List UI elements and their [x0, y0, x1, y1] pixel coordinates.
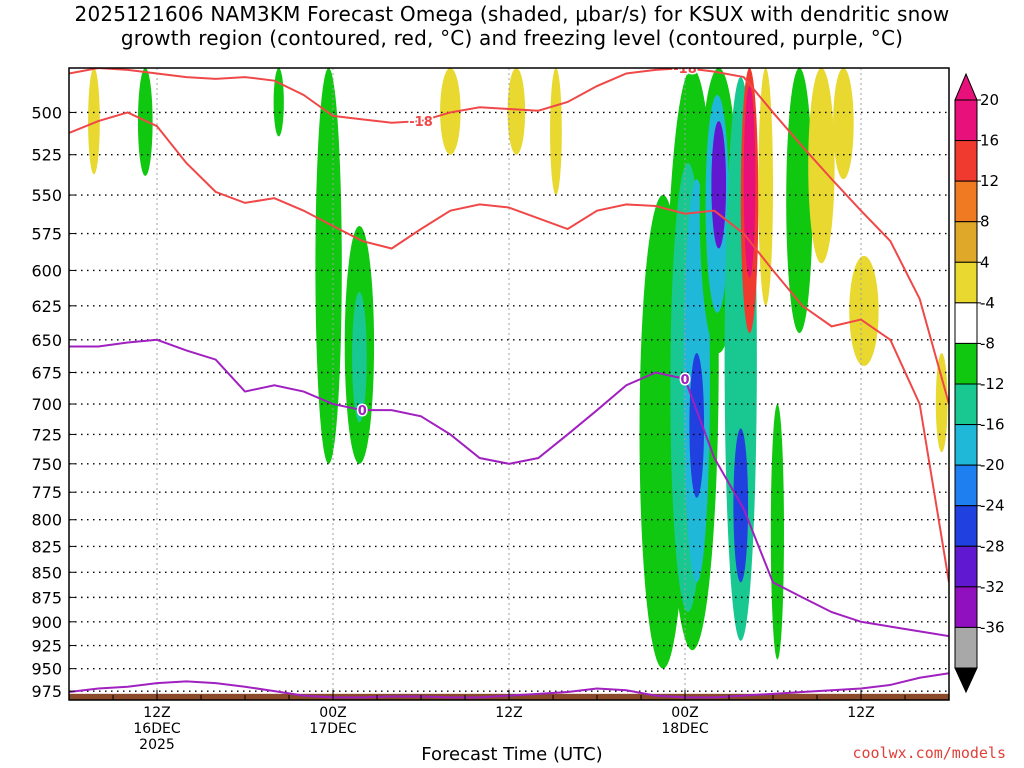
- y-tick-label: 650: [31, 331, 62, 350]
- colorbar-label: -24: [980, 497, 1005, 515]
- y-tick-label: 825: [31, 537, 62, 556]
- colorbar-bin: [954, 180, 978, 223]
- y-tick-label: 850: [31, 563, 62, 582]
- colorbar-bottom-arrow: [954, 667, 978, 694]
- contour-label: -18: [673, 62, 697, 77]
- colorbar-label: -32: [980, 578, 1005, 596]
- omega-area: [808, 68, 835, 264]
- y-tick-label: 575: [31, 225, 62, 244]
- colorbar-label: -12: [980, 375, 1005, 393]
- y-tick-label: 500: [31, 103, 62, 122]
- colorbar-bin: [954, 626, 978, 669]
- y-tick-label: 775: [31, 483, 62, 502]
- y-tick-label: 950: [31, 660, 62, 679]
- omega-area: [833, 68, 854, 180]
- omega-area: [550, 68, 562, 196]
- colorbar-bin: [954, 586, 978, 628]
- colorbar-label: -28: [980, 537, 1005, 555]
- chart-title-line-1: 2025121606 NAM3KM Forecast Omega (shaded…: [74, 2, 950, 26]
- contour-line: [69, 338, 949, 638]
- y-tick-label: 750: [31, 455, 62, 474]
- colorbar-label: 8: [980, 213, 990, 231]
- omega-area: [743, 86, 756, 278]
- colorbar-bin: [954, 464, 978, 507]
- x-tick-label: 00Z: [671, 705, 698, 721]
- colorbar-bin: [954, 302, 978, 344]
- contour-label: 0: [680, 373, 689, 388]
- y-tick-label: 625: [31, 297, 62, 316]
- contour-label: -18: [409, 115, 433, 130]
- y-axis: 500 525 550 575 600 625 650 675 700 725 750 775 800 8…: [31, 103, 75, 701]
- omega-area: [689, 353, 705, 498]
- colorbar-label: 16: [980, 132, 999, 150]
- omega-area: [758, 68, 774, 306]
- x-tick-label: 12Z: [143, 705, 170, 721]
- colorbar-bin: [954, 261, 978, 304]
- colorbar-bin: [954, 545, 978, 588]
- y-tick-label: 875: [31, 588, 62, 607]
- y-tick-label: 925: [31, 637, 62, 656]
- colorbar-bin: [954, 221, 978, 263]
- colorbar-label: -36: [980, 618, 1005, 636]
- colorbar-bin: [954, 342, 978, 385]
- colorbar-label: -20: [980, 456, 1005, 474]
- omega-area: [440, 68, 461, 155]
- omega-area: [849, 255, 879, 367]
- y-tick-label: 725: [31, 425, 62, 444]
- x-tick-label: 18DEC: [661, 721, 708, 737]
- colorbar-label: 20: [980, 91, 999, 109]
- colorbar-bin: [954, 99, 978, 142]
- y-tick-label: 600: [31, 261, 62, 280]
- colorbar: 20 16 12 8 4 -4 -8 -12 -16 -20 -24 -28 -32 -36: [954, 72, 1005, 694]
- y-tick-label: 550: [31, 186, 62, 205]
- y-tick-label: 525: [31, 146, 62, 165]
- omega-area: [786, 68, 813, 334]
- colorbar-bin: [954, 424, 978, 466]
- y-tick-label: 975: [31, 682, 62, 701]
- omega-area: [88, 68, 100, 175]
- colorbar-label: -8: [980, 334, 995, 352]
- x-tick-label: 00Z: [319, 705, 346, 721]
- colorbar-label: 4: [980, 253, 990, 271]
- x-tick-label: 12Z: [847, 705, 874, 721]
- omega-area: [352, 291, 367, 423]
- colorbar-bin: [954, 383, 978, 426]
- x-axis-title: Forecast Time (UTC): [421, 744, 603, 765]
- omega-area: [315, 68, 342, 464]
- y-tick-label: 800: [31, 511, 62, 530]
- omega-area: [711, 121, 727, 249]
- y-tick-label: 900: [31, 613, 62, 632]
- contour-label: 0: [358, 404, 367, 419]
- colorbar-bin: [954, 140, 978, 182]
- contour-line: [69, 111, 949, 583]
- omega-area: [507, 68, 526, 155]
- omega-area: [137, 68, 153, 176]
- omega-area: [935, 353, 948, 453]
- y-tick-label: 675: [31, 364, 62, 383]
- omega-shading: [88, 68, 948, 669]
- colorbar-top-arrow: [954, 72, 978, 101]
- x-tick-label: 17DEC: [309, 721, 356, 737]
- x-tick-label: 12Z: [495, 705, 522, 721]
- y-tick-label: 700: [31, 395, 62, 414]
- omega-area: [770, 404, 785, 660]
- colorbar-label: 12: [980, 172, 999, 190]
- colorbar-label: -16: [980, 416, 1005, 434]
- credit-link[interactable]: coolwx.com/models: [852, 744, 1006, 762]
- colorbar-bin: [954, 505, 978, 547]
- contour-line: [69, 68, 949, 405]
- x-tick-label: 2025: [139, 737, 175, 753]
- omega-area: [273, 68, 284, 137]
- colorbar-label: -4: [980, 294, 995, 312]
- x-tick-label: 16DEC: [133, 721, 180, 737]
- chart-title-line-2: growth region (contoured, red, °C) and f…: [120, 26, 904, 50]
